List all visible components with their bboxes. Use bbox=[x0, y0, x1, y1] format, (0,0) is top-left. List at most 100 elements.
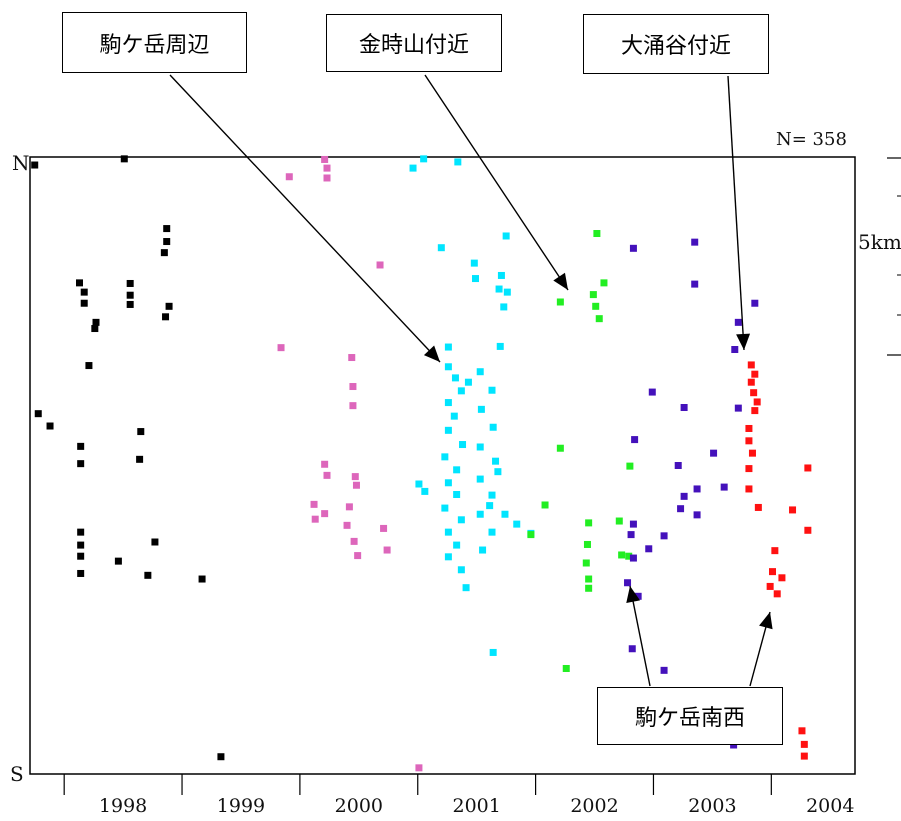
data-point bbox=[751, 407, 759, 415]
data-point bbox=[441, 504, 449, 512]
callout-arrow-line bbox=[424, 74, 569, 291]
data-point bbox=[585, 519, 593, 527]
data-point bbox=[734, 318, 742, 326]
data-point bbox=[615, 517, 623, 525]
data-point bbox=[800, 752, 808, 760]
data-point bbox=[120, 155, 128, 163]
data-point bbox=[437, 244, 445, 252]
data-point bbox=[457, 387, 465, 395]
data-point bbox=[198, 575, 206, 583]
data-point bbox=[450, 412, 458, 420]
data-point bbox=[77, 460, 85, 468]
callout-arrow-line bbox=[727, 75, 745, 351]
data-point bbox=[415, 480, 423, 488]
data-point bbox=[76, 279, 83, 287]
data-point bbox=[444, 363, 452, 371]
data-point bbox=[451, 374, 459, 382]
callout-label: 駒ケ岳周辺 bbox=[99, 32, 210, 58]
data-point bbox=[351, 473, 359, 481]
data-point bbox=[585, 584, 593, 592]
data-point bbox=[323, 164, 331, 172]
data-point bbox=[677, 505, 685, 513]
data-point bbox=[454, 158, 462, 166]
data-point bbox=[628, 645, 636, 653]
data-point bbox=[350, 537, 358, 545]
data-point bbox=[600, 279, 608, 287]
data-point bbox=[462, 584, 470, 592]
data-point bbox=[497, 271, 505, 279]
data-point bbox=[593, 230, 601, 238]
data-point bbox=[629, 520, 637, 528]
data-point bbox=[321, 460, 329, 468]
data-point bbox=[541, 501, 549, 509]
data-point bbox=[747, 361, 755, 369]
data-point bbox=[680, 492, 688, 500]
callout-arrowhead bbox=[626, 586, 641, 604]
data-point bbox=[444, 426, 452, 434]
callout-owakudani: 大涌谷付近 bbox=[583, 14, 769, 74]
data-point bbox=[151, 538, 159, 546]
data-point bbox=[585, 575, 593, 583]
data-point bbox=[323, 471, 331, 479]
data-point bbox=[625, 552, 633, 560]
data-point bbox=[750, 389, 758, 397]
data-point bbox=[163, 225, 171, 233]
data-point bbox=[476, 475, 484, 483]
data-point bbox=[583, 540, 591, 548]
data-point bbox=[444, 343, 452, 351]
data-point bbox=[556, 444, 564, 452]
data-point bbox=[745, 485, 753, 493]
data-point bbox=[311, 515, 319, 523]
scale-bar: 5km bbox=[858, 157, 901, 356]
data-point bbox=[773, 590, 781, 598]
data-point bbox=[137, 428, 145, 436]
data-point bbox=[421, 487, 429, 495]
data-point bbox=[352, 481, 360, 489]
callout-arrowhead bbox=[759, 612, 773, 630]
data-point bbox=[629, 554, 637, 562]
data-point bbox=[753, 398, 761, 406]
data-point bbox=[720, 483, 728, 491]
data-point bbox=[488, 386, 496, 394]
data-point bbox=[660, 532, 668, 540]
data-point bbox=[562, 664, 570, 672]
data-point bbox=[345, 503, 353, 511]
data-point bbox=[748, 449, 756, 457]
data-point bbox=[77, 552, 85, 560]
data-point bbox=[92, 318, 100, 326]
data-point bbox=[343, 521, 351, 529]
data-point bbox=[789, 506, 797, 514]
data-point bbox=[476, 443, 484, 451]
data-point bbox=[489, 648, 497, 656]
data-point bbox=[503, 288, 511, 296]
data-point bbox=[495, 285, 503, 293]
data-point bbox=[778, 574, 786, 582]
data-point bbox=[645, 545, 653, 553]
data-point bbox=[589, 291, 597, 299]
data-point bbox=[444, 528, 452, 536]
n-count-label: N= 358 bbox=[776, 129, 847, 150]
callout-arrowhead bbox=[553, 272, 568, 290]
data-point bbox=[710, 449, 718, 457]
x-tick-label: 2003 bbox=[688, 795, 736, 817]
data-point bbox=[556, 298, 564, 306]
data-point bbox=[415, 764, 423, 772]
data-point bbox=[691, 238, 699, 246]
data-point bbox=[592, 302, 600, 310]
data-point bbox=[77, 569, 85, 577]
data-point bbox=[46, 422, 54, 430]
data-point bbox=[457, 566, 465, 574]
callout-label: 大涌谷付近 bbox=[620, 34, 731, 59]
data-point bbox=[310, 500, 318, 508]
data-point bbox=[691, 280, 699, 288]
data-point bbox=[349, 383, 357, 391]
data-point bbox=[798, 727, 806, 735]
data-point bbox=[751, 370, 759, 378]
data-point bbox=[734, 404, 742, 412]
data-point bbox=[674, 462, 682, 469]
data-point bbox=[492, 457, 500, 465]
data-point bbox=[629, 244, 637, 252]
data-point bbox=[470, 259, 478, 267]
data-point bbox=[631, 436, 639, 444]
data-point bbox=[488, 528, 496, 536]
